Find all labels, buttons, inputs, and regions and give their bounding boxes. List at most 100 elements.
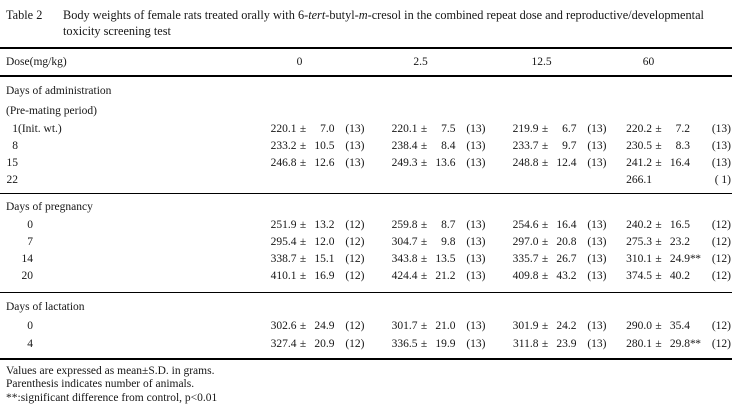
sd-value: 8.7 [441,219,456,231]
table-row: 4 327.4 ±20.9 (12) 336.5 ±19.9 (13) 311.8 ±23.9(… [0,335,732,353]
mean-value: 241.2 [626,157,652,169]
animal-count: (13) [587,270,607,282]
significance-mark: ** [690,338,701,350]
animal-count: (12) [345,270,365,282]
mean-value: 290.0 [626,320,652,332]
animal-count: (13) [345,140,365,152]
mean-value: 327.4 [270,338,297,350]
mean-value: 233.7 [512,140,539,152]
table-row: 22 266.1 ( 1) [0,172,732,189]
weight-cell: 266.1 ( 1) [615,172,732,189]
sd-value: 15.1 [314,253,335,265]
table-row: 7 295.4 ±12.0 (12) 304.7 ±9.8 (13) 297.0 ±20.8 (1… [0,234,732,251]
day-label: 15 [0,155,252,172]
table-body: Days of administration (Pre-mating period… [0,77,732,358]
sd-value: 12.4 [556,157,577,169]
animal-count: (13) [466,236,486,248]
animal-count: (13) [466,140,486,152]
animal-count: (12) [345,338,365,350]
plus-minus-sign: ± [541,338,549,350]
mean-value: 343.8 [391,253,418,265]
sd-value: 16.4 [556,219,577,231]
caption-italic-segment: m [358,8,368,22]
section-divider-rule [0,193,732,194]
weight-cell: 409.8 ±43.2 (13) [494,268,615,285]
mean-value: 254.6 [512,219,539,231]
animal-count: (12) [345,320,365,332]
plus-minus-sign: ± [541,320,549,332]
sd-value: 8.4 [441,140,456,152]
weight-cell: 374.5 ±40.2 (12) [615,268,732,285]
plus-minus-sign: ± [420,253,428,265]
weight-cell [373,172,494,189]
sd-value: 29.8 [669,338,690,350]
weight-cell: 301.9 ±24.2 (13) [494,317,615,335]
plus-minus-sign: ± [541,219,549,231]
mean-value: 248.8 [512,157,539,169]
animal-count: (13) [345,123,365,135]
mean-value: 251.9 [270,219,297,231]
animal-count: (13) [587,123,607,135]
mean-value: 409.8 [512,270,539,282]
mean-value: 259.8 [391,219,418,231]
animal-count: (13) [466,253,486,265]
plus-minus-sign: ± [655,236,662,248]
plus-minus-sign: ± [299,140,307,152]
plus-minus-sign: ± [655,219,662,231]
plus-minus-sign: ± [655,320,662,332]
weight-cell: 241.2 ±16.4 (13) [615,155,732,172]
table-row: 14 338.7 ±15.1 (12) 343.8 ±13.5 (13) 335.7 ±26.7… [0,251,732,268]
weight-cell: 280.1 ±29.8 ** (12) [615,335,732,353]
mean-value: 240.2 [626,219,652,231]
animal-count: (13) [466,320,486,332]
animal-count: (12) [711,236,731,248]
weight-cell: 336.5 ±19.9 (13) [373,335,494,353]
weight-cell: 233.7 ±9.7 (13) [494,138,615,155]
plus-minus-sign: ± [299,270,307,282]
table-section: Days of lactation 0 302.6 ±24.9 (12) 301.7 ±21… [0,293,732,358]
sd-value: 24.9 [314,320,335,332]
footnote-significance: **:significant difference from control, … [6,391,218,404]
mean-value: 301.9 [512,320,539,332]
mean-value: 233.2 [270,140,297,152]
plus-minus-sign: ± [655,338,662,350]
day-label: 20 [0,268,252,285]
section-heading: Days of lactation [6,301,85,313]
animal-count: (13) [711,140,731,152]
mean-value: 280.1 [626,338,652,350]
animal-count: (13) [345,157,365,169]
sd-value: 7.5 [441,123,456,135]
mean-value: 230.5 [626,140,652,152]
plus-minus-sign: ± [420,338,428,350]
animal-count: (12) [345,219,365,231]
animal-count: (13) [587,236,607,248]
mean-value: 266.1 [626,174,652,186]
plus-minus-sign: ± [655,157,662,169]
plus-minus-sign: ± [299,157,307,169]
animal-count: (13) [466,219,486,231]
day-number: 15 [6,157,19,169]
plus-minus-sign: ± [655,253,662,265]
section-divider-rule [0,292,732,293]
plus-minus-sign: ± [655,270,662,282]
sd-value: 13.2 [314,219,335,231]
plus-minus-sign: ± [420,157,428,169]
weight-cell: 424.4 ±21.2 (13) [373,268,494,285]
plus-minus-sign: ± [541,236,549,248]
sd-value: 12.6 [314,157,335,169]
weight-cell: 290.0 ±35.4 (12) [615,317,732,335]
animal-count: (12) [711,219,731,231]
sd-value: 43.2 [556,270,577,282]
caption-segment: -butyl- [325,8,359,22]
plus-minus-sign: ± [541,253,549,265]
plus-minus-sign: ± [541,140,549,152]
day-number: 1 [12,123,18,135]
weight-cell: 220.1 ±7.5 (13) [373,121,494,138]
sd-value: 10.5 [314,140,335,152]
sd-value: 16.9 [314,270,335,282]
mean-value: 301.7 [391,320,418,332]
footnote-parenthesis: Parenthesis indicates number of animals. [6,378,195,391]
animal-count: (13) [711,123,731,135]
sd-value: 9.7 [562,140,577,152]
mean-value: 336.5 [391,338,418,350]
